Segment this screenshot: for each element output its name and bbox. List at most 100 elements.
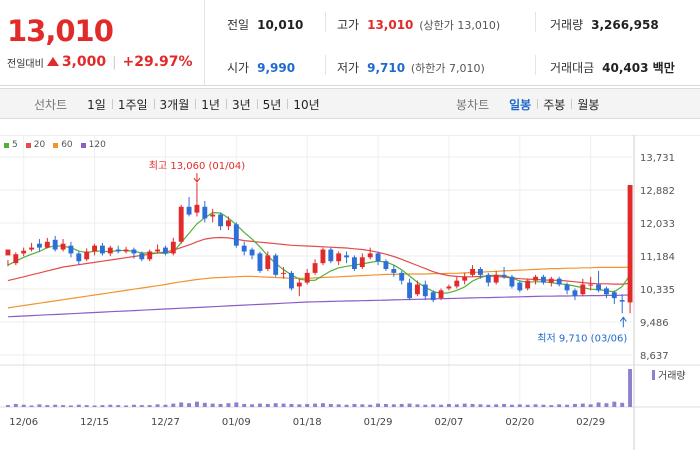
divider: | <box>112 54 117 70</box>
high-value: 13,010 <box>367 18 414 32</box>
volume-bar <box>612 401 617 407</box>
volume-bar <box>588 404 593 407</box>
candle-body <box>115 249 121 252</box>
volume-bar <box>486 404 491 407</box>
legend-label: 60 <box>61 140 73 150</box>
tab-1y[interactable]: 1년 <box>195 96 226 113</box>
volume-bar <box>139 405 144 407</box>
volume-bar <box>517 404 522 407</box>
volume-bar <box>108 404 113 407</box>
y-tick-label: 10,335 <box>640 285 675 296</box>
candle-body <box>517 282 523 291</box>
volume-bar <box>179 402 184 407</box>
candle-body <box>470 268 476 275</box>
tab-monthly[interactable]: 월봉 <box>571 96 605 113</box>
low-value: 9,710 <box>367 61 406 75</box>
candle-body <box>52 239 58 250</box>
volume-bar <box>194 401 199 407</box>
candle-body <box>619 300 625 302</box>
tab-3y[interactable]: 3년 <box>225 96 257 113</box>
price-chart[interactable]: 13,731 12,882 12,033 11,184 10,335 9,486 8,637… <box>0 135 700 450</box>
candle-body <box>477 268 483 275</box>
candle-body <box>359 257 365 268</box>
candle-body <box>548 278 554 283</box>
candle-body <box>407 282 413 299</box>
low-annotation: 최저 9,710 (03/06) <box>537 332 627 344</box>
candle-body <box>178 206 184 242</box>
x-tick-label: 02/20 <box>505 417 534 428</box>
volume-bar <box>273 403 278 407</box>
candle-body <box>288 272 294 289</box>
tab-weekly[interactable]: 주봉 <box>537 96 571 113</box>
volume-bar <box>100 405 105 407</box>
divider <box>535 55 536 75</box>
candle-body <box>60 243 66 250</box>
volume-bar <box>462 403 467 407</box>
tab-1d[interactable]: 1일 <box>87 98 106 112</box>
candle-body <box>13 254 19 264</box>
candle-body <box>44 241 50 248</box>
volume-bar <box>226 403 231 407</box>
x-tick-label: 01/29 <box>364 417 393 428</box>
volume-bar <box>407 403 412 407</box>
candle-body <box>210 214 216 217</box>
high-arrow-head <box>193 177 201 183</box>
candle-body <box>375 253 381 262</box>
candle-body <box>249 249 255 256</box>
change-percent: +29.97% <box>122 54 193 70</box>
candle-body <box>29 247 35 250</box>
volume-label: 거래량 <box>550 18 584 32</box>
candle-body <box>131 249 137 254</box>
volume-bar <box>147 405 152 407</box>
up-arrow-icon <box>46 56 59 66</box>
high: 고가 13,010 (상한가 13,010) <box>337 16 500 33</box>
candle-body <box>265 255 271 269</box>
volume-value: 3,266,958 <box>591 18 659 32</box>
amount-value: 40,403 백만 <box>602 61 675 75</box>
change-label: 전일대비 <box>7 58 44 70</box>
candle-body <box>68 245 74 254</box>
tab-10y[interactable]: 10년 <box>287 96 325 113</box>
y-tick-label: 13,731 <box>640 153 675 164</box>
volume-bar <box>565 404 570 407</box>
tab-daily[interactable]: 일봉 <box>509 98 532 112</box>
volume-bar <box>29 405 34 407</box>
legend-item: 60 <box>53 140 73 150</box>
y-tick-label: 11,184 <box>640 252 675 263</box>
volume-bar <box>431 404 436 407</box>
divider <box>325 12 326 32</box>
current-price: 13,010 <box>7 14 114 48</box>
lower-limit: (하한가 7,010) <box>410 62 485 75</box>
volume-bar <box>313 403 318 407</box>
candle-body <box>422 284 428 297</box>
chart-canvas[interactable]: 13,731 12,882 12,033 11,184 10,335 9,486 8,637… <box>0 135 700 450</box>
volume-bar <box>202 402 207 407</box>
legend-item: 20 <box>25 140 45 150</box>
volume-bar <box>218 403 223 407</box>
prev-close: 전일 10,010 <box>227 16 303 33</box>
divider <box>535 12 536 32</box>
volume-bar <box>297 404 302 407</box>
tab-1w[interactable]: 1주일 <box>111 96 154 113</box>
volume-bar <box>604 403 609 407</box>
volume-bar <box>494 404 499 407</box>
candle-body <box>76 253 82 262</box>
open: 시가 9,990 <box>227 59 295 76</box>
volume-bar <box>131 404 136 407</box>
x-tick-label: 12/06 <box>9 417 38 428</box>
tab-3m[interactable]: 3개월 <box>153 96 196 113</box>
legend-label: 5 <box>12 140 18 150</box>
candle-body <box>170 241 176 254</box>
candle-body <box>501 274 507 277</box>
open-value: 9,990 <box>257 61 296 75</box>
legend-swatch <box>80 142 86 148</box>
volume-bar <box>21 404 26 407</box>
divider <box>325 55 326 75</box>
high-annotation: 최고 13,060 (01/04) <box>149 160 245 172</box>
tab-5y[interactable]: 5년 <box>256 96 288 113</box>
legend-label: 120 <box>88 140 106 150</box>
legend-swatch <box>53 142 59 148</box>
volume-bar <box>557 404 562 407</box>
volume-legend-swatch <box>652 370 655 380</box>
candle-body <box>414 284 420 295</box>
